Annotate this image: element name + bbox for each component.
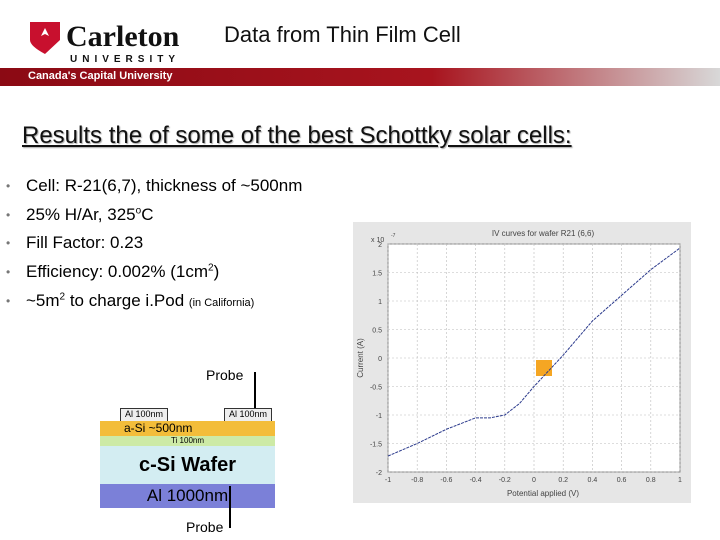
pad-label: Al 100nm (224, 408, 272, 422)
bullet-note: (in California) (188, 297, 255, 309)
layer-c-si: c-Si Wafer (100, 446, 275, 484)
y-tick-label: 1 (378, 299, 382, 306)
x-tick-label: -0.6 (440, 477, 452, 484)
x-tick-label: 0 (532, 477, 536, 484)
y-tick-label: 0 (378, 356, 382, 363)
x-tick-label: 0.2 (558, 477, 568, 484)
y-multiplier-exp: -7 (391, 233, 396, 239)
highlight-square (536, 360, 552, 376)
pad-label: Al 100nm (120, 408, 168, 422)
x-tick-label: 0.8 (646, 477, 656, 484)
bullet-text: Cell: R-21(6,7), thickness of ~500nm (26, 176, 303, 195)
superscript: 2 (208, 262, 214, 274)
probe-wire (229, 486, 231, 528)
logo-sub: UNIVERSITY (70, 54, 181, 65)
tagline: Canada's Capital University (28, 70, 173, 82)
superscript: o (135, 205, 142, 217)
bullet-text: C (141, 205, 154, 224)
y-tick-label: -1 (376, 413, 382, 420)
y-tick-label: -1.5 (370, 442, 382, 449)
y-tick-label: 1.5 (372, 271, 382, 278)
y-tick-label: -0.5 (370, 385, 382, 392)
probe-wire (254, 372, 256, 410)
iv-curve (387, 247, 681, 457)
bullet-text: ) (213, 262, 220, 281)
bullet: • Cell: R-21(6,7), thickness of ~500nm (6, 176, 303, 195)
layer-al: Al 1000nm (100, 484, 275, 508)
x-tick-label: -0.2 (499, 477, 511, 484)
bullet: • Efficiency: 0.002% (1cm2) (6, 262, 220, 281)
chart-title: IV curves for wafer R21 (6,6) (492, 229, 595, 238)
superscript: 2 (59, 291, 66, 303)
tagline-band: Canada's Capital University (0, 68, 720, 86)
logo: Carleton UNIVERSITY (28, 20, 179, 65)
heading: Results the of some of the best Schottky… (22, 122, 572, 149)
probe-label: Probe (186, 519, 224, 535)
y-axis-label: Current (A) (356, 338, 365, 378)
x-tick-label: -0.8 (411, 477, 423, 484)
bullet: • 25% H/Ar, 325oC (6, 205, 154, 224)
bullet-text: to charge i.Pod (65, 291, 189, 310)
probe-label: Probe (206, 367, 244, 383)
logo-shield (30, 22, 60, 54)
iv-chart: IV curves for wafer R21 (6,6) Potential … (353, 222, 691, 503)
layer-a-si: a-Si ~500nm (100, 421, 275, 436)
x-tick-label: -0.4 (470, 477, 482, 484)
bullet-text: Fill Factor: 0.23 (26, 233, 144, 252)
bullet: • Fill Factor: 0.23 (6, 233, 144, 252)
y-multiplier: x 10 (371, 237, 384, 244)
header-title: Data from Thin Film Cell (224, 22, 461, 47)
x-tick-label: 0.4 (588, 477, 598, 484)
x-tick-label: 1 (678, 477, 682, 484)
bullet: • ~5m2 to charge i.Pod (in California) (6, 291, 255, 310)
x-tick-label: -1 (385, 477, 391, 484)
bullet-text: Efficiency: 0.002% (1cm (26, 262, 209, 281)
bullet-text: ~5m (26, 291, 60, 310)
y-tick-label: -2 (376, 470, 382, 477)
y-tick-label: 2 (378, 242, 382, 249)
logo-name: Carleton (66, 20, 180, 53)
y-tick-label: 0.5 (372, 328, 382, 335)
x-tick-label: 0.6 (617, 477, 627, 484)
bullet-text: 25% H/Ar, 325 (26, 205, 136, 224)
x-axis-label: Potential applied (V) (507, 489, 579, 498)
layer-ti: Ti 100nm (100, 436, 275, 446)
